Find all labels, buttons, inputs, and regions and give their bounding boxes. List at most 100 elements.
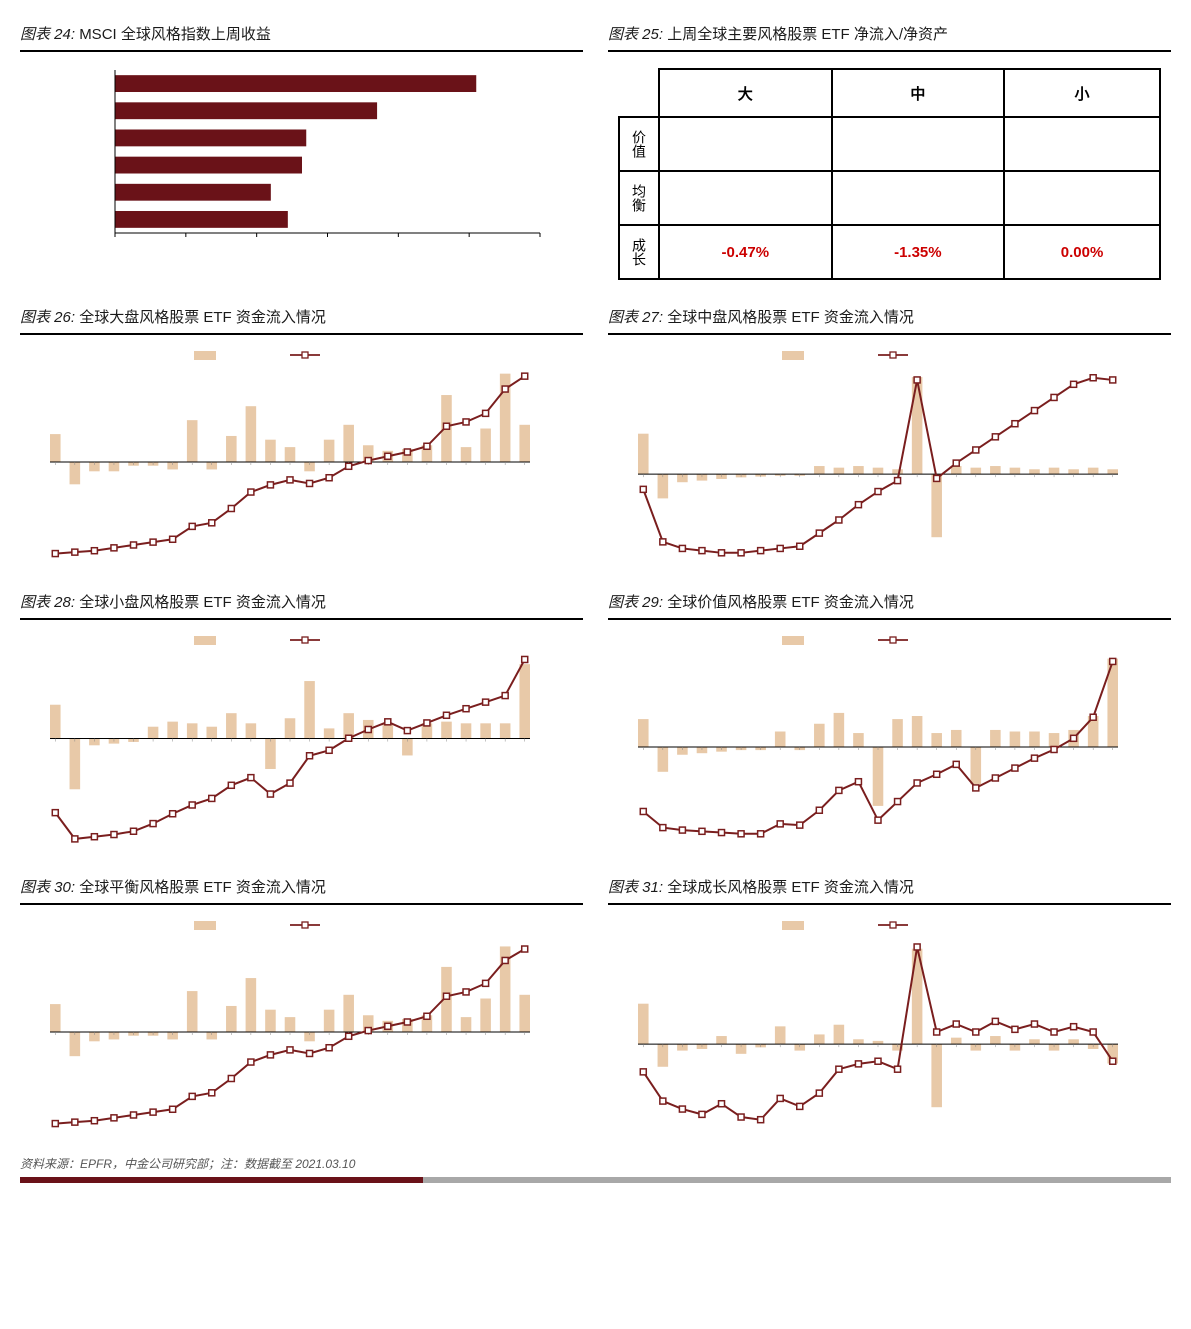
line-marker (875, 1058, 881, 1064)
bar (638, 719, 649, 747)
line-marker (914, 780, 920, 786)
bar (519, 995, 530, 1032)
bar (892, 469, 903, 474)
line-marker (52, 551, 58, 557)
line-marker (72, 549, 78, 555)
line-marker (502, 693, 508, 699)
bar (50, 434, 61, 462)
line-marker (248, 1059, 254, 1065)
cum-line (643, 378, 1112, 553)
line-marker (738, 1114, 744, 1120)
bar (1010, 468, 1021, 474)
line-marker (91, 548, 97, 554)
line-marker (895, 1066, 901, 1072)
title-underline (20, 333, 583, 335)
bar (461, 1017, 472, 1032)
line-marker (404, 728, 410, 734)
line-marker (777, 545, 783, 551)
line-marker (189, 523, 195, 529)
bar (1029, 732, 1040, 748)
source-row: 资料来源：EPFR，中金公司研究部；注：数据截至 2021.03.10 (20, 1155, 1171, 1183)
line-marker (150, 1109, 156, 1115)
bar (912, 377, 923, 474)
row-header: 成长 (619, 225, 659, 279)
cum-line (55, 659, 524, 838)
line-marker (640, 808, 646, 814)
panel-25-title: 图表 25: 上周全球主要风格股票 ETF 净流入/净资产 (608, 23, 1171, 44)
combo-chart-28 (20, 628, 560, 858)
bar (834, 1025, 845, 1044)
line-marker (660, 539, 666, 545)
heatmap-wrapper: 大中小价值均衡成长-0.47%-1.35%0.00% (608, 60, 1171, 288)
bar (951, 1038, 962, 1044)
combo-chart-31 (608, 913, 1148, 1143)
bar (226, 436, 237, 462)
line-marker (287, 477, 293, 483)
bar (206, 727, 217, 739)
bar (971, 747, 982, 784)
line-marker (404, 449, 410, 455)
line-marker (346, 735, 352, 741)
line-marker (385, 453, 391, 459)
bar (246, 723, 257, 738)
bar (70, 462, 81, 484)
bar (285, 447, 296, 462)
line-marker (228, 782, 234, 788)
line-marker (326, 1045, 332, 1051)
line-marker (385, 719, 391, 725)
bar (873, 747, 884, 806)
col-header: 大 (659, 69, 832, 117)
heatmap-cell (659, 171, 832, 225)
bar (834, 468, 845, 474)
line-marker (52, 1121, 58, 1127)
hbar (115, 102, 377, 119)
line-marker (640, 1069, 646, 1075)
line-marker (424, 720, 430, 726)
line-marker (72, 836, 78, 842)
line-marker (973, 1029, 979, 1035)
bar (1049, 468, 1060, 474)
line-marker (111, 1115, 117, 1121)
bar (324, 1010, 335, 1032)
heatmap-cell (832, 117, 1005, 171)
bar (834, 713, 845, 747)
line-marker (1090, 375, 1096, 381)
combo-chart-29 (608, 628, 1148, 858)
line-marker (875, 817, 881, 823)
bar (658, 1044, 669, 1067)
panel-31: 图表 31: 全球成长风格股票 ETF 资金流入情况 (608, 873, 1171, 1143)
bar (716, 1036, 727, 1044)
line-marker (1031, 755, 1037, 761)
line-marker (934, 1029, 940, 1035)
title-underline (608, 618, 1171, 620)
bar (990, 466, 1001, 474)
line-marker (1090, 714, 1096, 720)
line-marker (502, 957, 508, 963)
heatmap-cell (1004, 171, 1160, 225)
panel-26: 图表 26: 全球大盘风格股票 ETF 资金流入情况 (20, 303, 583, 573)
line-marker (170, 536, 176, 542)
bar (658, 474, 669, 498)
line-marker (248, 489, 254, 495)
line-marker (365, 1028, 371, 1034)
hbar-chart-24 (20, 60, 560, 255)
bar (1068, 1039, 1079, 1044)
cum-line (55, 949, 524, 1124)
bar (265, 440, 276, 462)
line-marker (660, 825, 666, 831)
heatmap-cell: -1.35% (832, 225, 1005, 279)
line-marker (267, 1052, 273, 1058)
line-marker (855, 1061, 861, 1067)
line-marker (307, 753, 313, 759)
bar (480, 999, 491, 1032)
bar (853, 733, 864, 747)
col-header: 中 (832, 69, 1005, 117)
line-marker (209, 520, 215, 526)
bar (1049, 733, 1060, 747)
line-marker (797, 822, 803, 828)
line-marker (797, 1103, 803, 1109)
footer-bar (20, 1177, 1171, 1183)
line-marker (463, 989, 469, 995)
bar (1107, 469, 1118, 474)
line-marker (816, 1090, 822, 1096)
